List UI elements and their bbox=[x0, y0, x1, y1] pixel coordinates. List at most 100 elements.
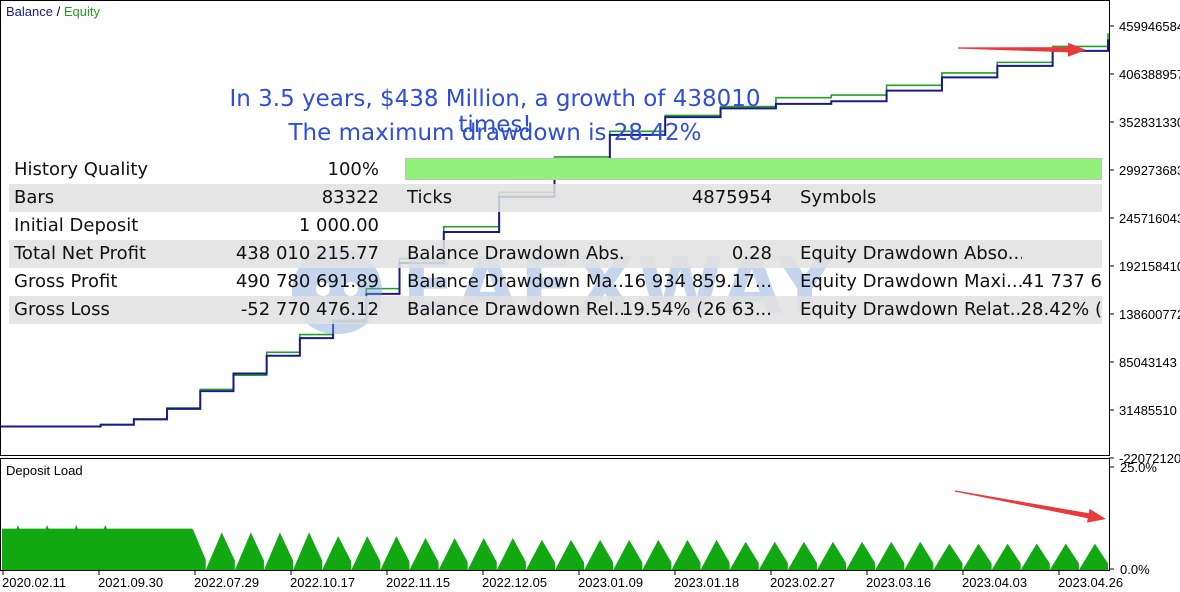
deposit-load-segment bbox=[642, 539, 672, 570]
stats-row-quality: History Quality 100% bbox=[9, 156, 1102, 184]
legend-separator: / bbox=[52, 4, 64, 19]
x-tick-label: 2023.01.09 bbox=[578, 575, 643, 590]
main-chart-frame bbox=[0, 0, 1110, 456]
x-tick-label: 2022.10.17 bbox=[290, 575, 355, 590]
symbols-label: Symbols bbox=[800, 187, 877, 208]
deposit-load-segment bbox=[234, 532, 264, 570]
history-quality-bar bbox=[405, 158, 1102, 180]
x-tick-label: 2023.04.03 bbox=[962, 575, 1027, 590]
initial-deposit-value: 1 000.00 bbox=[298, 215, 379, 236]
headline-drawdown: The maximum drawdown is 28.42% bbox=[288, 120, 702, 146]
deposit-load-segment bbox=[322, 536, 352, 570]
x-tick-label: 2023.03.16 bbox=[866, 575, 931, 590]
y-tick-label: 459946584 bbox=[1119, 19, 1180, 34]
y-tick-label: 406388957 bbox=[1119, 67, 1180, 82]
chart-legend: Balance / Equity bbox=[6, 4, 100, 19]
equity-dd-max-value: 41 737 6 bbox=[1021, 271, 1102, 292]
net-profit-label: Total Net Profit bbox=[14, 243, 147, 264]
deposit-load-segment bbox=[1020, 543, 1050, 570]
balance-dd-max-value: 16 934 859.17... bbox=[623, 271, 772, 292]
gross-profit-value: 490 780 691.89 bbox=[235, 271, 379, 292]
deposit-load-segment bbox=[293, 532, 323, 570]
y-tick-label: 299273683 bbox=[1119, 163, 1180, 178]
y-tick-label: 85043143 bbox=[1119, 355, 1177, 370]
stats-row-deposit: Initial Deposit 1 000.00 bbox=[9, 212, 1102, 240]
deposit-load-segment bbox=[991, 543, 1021, 570]
bars-value: 83322 bbox=[321, 187, 379, 208]
deposit-load-segment bbox=[816, 541, 847, 570]
y-tick-label: 245716043 bbox=[1119, 211, 1180, 226]
deposit-load-segment bbox=[409, 538, 439, 570]
x-tick-label: 2022.07.29 bbox=[194, 575, 259, 590]
x-tick-label: 2023.02.27 bbox=[770, 575, 835, 590]
deposit-load-segment bbox=[584, 539, 614, 570]
load-chart-frame bbox=[0, 458, 1110, 571]
deposit-load-segment bbox=[787, 541, 817, 570]
balance-dd-rel-value: 19.54% (26 63... bbox=[621, 299, 772, 320]
deposit-load-segment bbox=[729, 541, 759, 570]
deposit-load-segment bbox=[875, 541, 905, 570]
equity-dd-rel-label: Equity Drawdown Relat... bbox=[800, 299, 1022, 320]
gross-loss-label: Gross Loss bbox=[14, 299, 110, 320]
deposit-load-segment bbox=[933, 543, 963, 570]
ticks-value: 4875954 bbox=[691, 187, 772, 208]
balance-dd-abs-label: Balance Drawdown Abs... bbox=[407, 243, 625, 264]
history-quality-label: History Quality bbox=[14, 159, 149, 180]
equity-dd-abs-label: Equity Drawdown Abso... bbox=[800, 243, 1022, 264]
x-tick-label: 2022.11.15 bbox=[386, 575, 450, 590]
x-tick-label: 2023.01.18 bbox=[674, 575, 739, 590]
x-tick-label: 2022.12.05 bbox=[482, 575, 547, 590]
y-tick-label: -22072120 bbox=[1119, 451, 1180, 466]
history-quality-value: 100% bbox=[327, 159, 379, 180]
deposit-load-segment bbox=[496, 538, 526, 570]
load-y-tick-label: 0.0% bbox=[1120, 562, 1150, 577]
x-tick-label: 2020.02.11 bbox=[2, 575, 66, 590]
balance-dd-abs-value: 0.28 bbox=[731, 243, 772, 264]
deposit-load-segment bbox=[671, 539, 701, 570]
headline-growth: In 3.5 years, $438 Million, a growth of … bbox=[229, 86, 761, 138]
deposit-load-segment bbox=[1049, 543, 1079, 570]
deposit-load-block bbox=[2, 528, 192, 570]
initial-deposit-label: Initial Deposit bbox=[14, 215, 139, 236]
deposit-load-segment bbox=[962, 543, 992, 570]
y-tick-label: 352831330 bbox=[1119, 115, 1180, 130]
deposit-load-segment bbox=[467, 538, 497, 570]
equity-dd-rel-value: 28.42% ( bbox=[1020, 299, 1102, 320]
deposit-load-segment bbox=[1078, 543, 1108, 570]
stats-row-gross-loss: Gross Loss -52 770 476.12 Balance Drawdo… bbox=[9, 296, 1102, 324]
net-profit-value: 438 010 215.77 bbox=[235, 243, 379, 264]
stats-row-gross-profit: Gross Profit 490 780 691.89 Balance Draw… bbox=[9, 268, 1102, 296]
y-tick-label: 192158410 bbox=[1119, 259, 1180, 274]
deposit-load-segment bbox=[904, 541, 934, 570]
gross-profit-label: Gross Profit bbox=[14, 271, 118, 292]
gross-loss-value: -52 770 476.12 bbox=[240, 299, 379, 320]
arrow-load-icon bbox=[954, 490, 1106, 523]
equity-dd-max-label: Equity Drawdown Maxi... bbox=[800, 271, 1022, 292]
balance-dd-max-label: Balance Drawdown Ma... bbox=[407, 271, 625, 292]
stats-table: History Quality 100% Bars 83322 Ticks 48… bbox=[9, 156, 1102, 324]
x-tick-label: 2023.04.26 bbox=[1058, 575, 1123, 590]
balance-line bbox=[1, 39, 1109, 428]
stats-row-bars: Bars 83322 Ticks 4875954 Symbols bbox=[9, 184, 1102, 212]
arrow-top-icon bbox=[957, 42, 1086, 57]
x-tick-label: 2021.09.30 bbox=[98, 575, 163, 590]
deposit-load-segment bbox=[380, 536, 410, 570]
deposit-load-segment bbox=[205, 532, 235, 570]
deposit-load-segment bbox=[555, 539, 585, 570]
legend-equity: Equity bbox=[63, 4, 100, 19]
y-tick-label: 31485510 bbox=[1119, 403, 1177, 418]
bars-label: Bars bbox=[14, 187, 55, 208]
deposit-load-segment bbox=[525, 539, 555, 570]
stats-row-net-profit: Total Net Profit 438 010 215.77 Balance … bbox=[9, 240, 1102, 268]
deposit-load-segment bbox=[263, 532, 294, 570]
ticks-label: Ticks bbox=[407, 187, 453, 208]
y-tick-label: 138600772 bbox=[1119, 307, 1180, 322]
deposit-load-segment bbox=[700, 539, 730, 570]
deposit-load-segment bbox=[351, 536, 381, 570]
deposit-load-segment bbox=[846, 541, 876, 570]
deposit-load-segment bbox=[438, 538, 468, 570]
deposit-load-segment bbox=[613, 539, 643, 570]
deposit-load-segment bbox=[758, 541, 788, 570]
balance-dd-rel-label: Balance Drawdown Rel... bbox=[407, 299, 625, 320]
